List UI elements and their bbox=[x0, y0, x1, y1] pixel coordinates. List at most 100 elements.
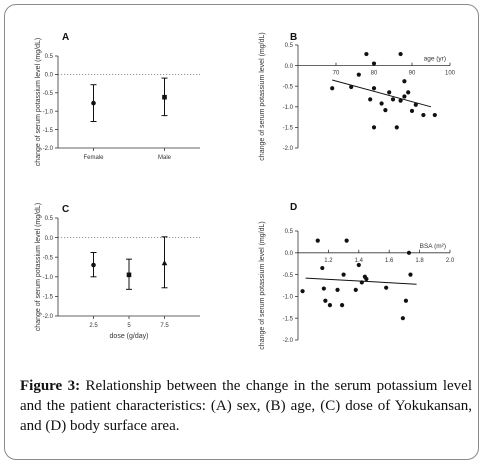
x-tick-label: 1.2 bbox=[324, 258, 333, 264]
scatter-point bbox=[390, 97, 396, 102]
scatter-point bbox=[371, 125, 377, 130]
y-tick-label: -1.0 bbox=[43, 109, 54, 115]
y-tick-label: 0.0 bbox=[45, 236, 54, 242]
y-tick-label: -0.5 bbox=[283, 273, 294, 279]
caption-text: Relationship between the change in the s… bbox=[20, 378, 472, 434]
y-axis-label: change of serum potassium level (mg/dL) bbox=[259, 221, 266, 349]
y-tick-label: 0.0 bbox=[285, 64, 294, 70]
figure-caption: Figure 3: Relationship between the chang… bbox=[20, 376, 472, 436]
panel-letter: B bbox=[290, 32, 297, 43]
x-tick-label: 2.0 bbox=[446, 258, 455, 264]
scatter-point bbox=[364, 276, 369, 282]
scatter-point bbox=[383, 107, 388, 113]
y-tick-label: -2.0 bbox=[43, 146, 54, 152]
caption-label: Figure 3: bbox=[20, 378, 81, 394]
scatter-point bbox=[400, 316, 405, 321]
scatter-point bbox=[402, 94, 407, 99]
y-tick-label: -0.5 bbox=[283, 84, 294, 90]
x-tick-label: 1.6 bbox=[385, 258, 394, 264]
scatter-point bbox=[330, 86, 335, 91]
scatter-point bbox=[371, 86, 377, 91]
scatter-point bbox=[300, 289, 305, 294]
y-tick-label: 0.5 bbox=[285, 229, 294, 235]
x-tick-label: Male bbox=[158, 155, 172, 161]
y-tick-label: 0.5 bbox=[45, 54, 54, 60]
y-axis-label: change of serum potassium level (mg/dL) bbox=[259, 32, 266, 160]
y-tick-label: -2.0 bbox=[283, 146, 294, 152]
y-tick-label: 0.5 bbox=[285, 43, 294, 49]
x-tick-label: 1.8 bbox=[415, 258, 424, 264]
error-bar-male bbox=[161, 77, 168, 117]
y-tick-label: -2.0 bbox=[283, 338, 294, 344]
scatter-point bbox=[421, 112, 426, 118]
scatter-point bbox=[406, 90, 411, 95]
scatter-point bbox=[398, 98, 403, 103]
x-axis-label: dose (g/day) bbox=[110, 333, 149, 340]
scatter-point bbox=[323, 298, 328, 303]
scatter-point bbox=[321, 286, 326, 291]
mean-marker-square bbox=[162, 94, 167, 100]
x-tick-label: 80 bbox=[371, 71, 378, 77]
regression-line bbox=[305, 277, 417, 285]
y-tick-label: 0.0 bbox=[45, 73, 54, 79]
scatter-point bbox=[403, 298, 409, 303]
x-tick-label: 70 bbox=[333, 71, 340, 77]
x-tick-label: 5 bbox=[127, 323, 131, 329]
scatter-point bbox=[356, 262, 361, 268]
scatter-point bbox=[353, 287, 358, 292]
scatter-point bbox=[408, 272, 413, 277]
mean-marker-square bbox=[126, 272, 132, 278]
figure-frame bbox=[4, 4, 479, 460]
error-bar-2-5 bbox=[90, 251, 97, 278]
mean-marker-triangle bbox=[161, 260, 168, 266]
scatter-point bbox=[315, 238, 320, 243]
error-bar-female bbox=[90, 84, 97, 123]
y-tick-label: -1.5 bbox=[43, 128, 54, 134]
y-tick-label: 0.5 bbox=[45, 216, 54, 222]
panel-letter: A bbox=[62, 32, 69, 43]
scatter-point bbox=[371, 61, 377, 66]
scatter-point bbox=[387, 90, 392, 95]
scatter-point bbox=[349, 84, 354, 90]
y-tick-label: -1.5 bbox=[283, 126, 294, 132]
y-tick-label: 0.0 bbox=[285, 251, 294, 257]
mean-marker-circle bbox=[91, 262, 96, 268]
scatter-point bbox=[356, 72, 361, 77]
y-axis-label: change of serum potassium level (mg/dL) bbox=[35, 203, 42, 331]
panel-letter: C bbox=[62, 204, 69, 215]
y-tick-label: -1.5 bbox=[283, 316, 294, 322]
scatter-point bbox=[394, 125, 399, 130]
y-tick-label: -0.5 bbox=[43, 91, 54, 97]
scatter-point bbox=[409, 108, 415, 114]
scatter-point bbox=[341, 272, 346, 277]
scatter-point bbox=[364, 51, 369, 57]
regression-line bbox=[332, 79, 432, 108]
scatter-point bbox=[327, 303, 333, 308]
x-axis-label: age (yr) bbox=[424, 56, 446, 63]
scatter-point bbox=[384, 285, 389, 290]
scatter-point bbox=[406, 250, 412, 255]
scatter-point bbox=[398, 51, 403, 57]
x-tick-label: 90 bbox=[409, 71, 416, 77]
y-tick-label: -1.0 bbox=[43, 275, 54, 281]
error-bar-5 bbox=[126, 258, 132, 290]
x-tick-label: 2.5 bbox=[89, 323, 98, 329]
x-tick-label: Female bbox=[83, 155, 104, 161]
scatter-point bbox=[413, 102, 418, 107]
y-tick-label: -0.5 bbox=[43, 255, 54, 261]
scatter-point bbox=[335, 287, 340, 292]
y-tick-label: -1.0 bbox=[283, 295, 294, 301]
scatter-point bbox=[402, 79, 407, 84]
scatter-point bbox=[320, 265, 325, 271]
panel-letter: D bbox=[290, 202, 297, 213]
scatter-point bbox=[379, 101, 384, 106]
scatter-point bbox=[344, 238, 349, 243]
scatter-point bbox=[339, 303, 345, 308]
mean-marker-circle bbox=[91, 100, 96, 106]
error-bar-7-5 bbox=[161, 236, 168, 289]
scatter-point bbox=[368, 97, 373, 102]
